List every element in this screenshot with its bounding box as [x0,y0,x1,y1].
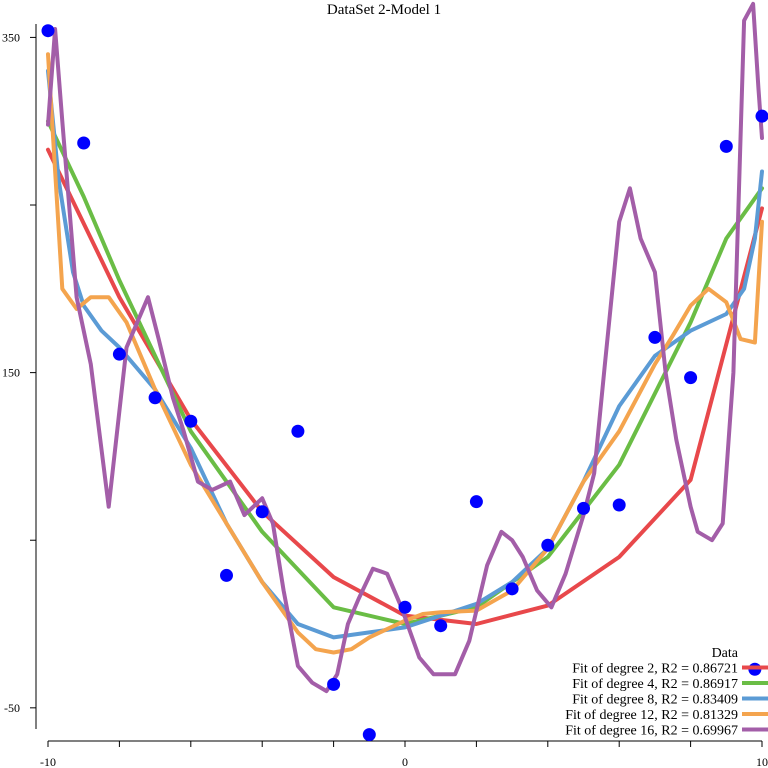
y-tick-label: 350 [2,30,20,44]
data-point [255,505,269,519]
data-point [577,501,590,515]
fit-curves [46,1,764,694]
data-point [719,139,733,153]
legend-label: Fit of degree 16, R2 = 0.69967 [565,724,738,739]
data-point [755,109,768,123]
data-point [112,347,126,361]
y-tick-label: -50 [4,701,20,715]
legend-label: Fit of degree 4, R2 = 0.86917 [572,677,738,692]
data-point [41,24,55,38]
data-point [612,498,626,512]
fit-curve-5 [46,1,764,694]
data-point [398,600,412,614]
fit-curve-2 [46,119,764,626]
y-tick-label: 150 [2,366,20,380]
legend-label: Fit of degree 2, R2 = 0.86721 [572,662,738,677]
data-point [327,677,341,691]
data-point [469,495,483,509]
data-point [220,568,233,582]
data-point [77,136,91,150]
data-points [41,24,768,742]
data-point [505,582,519,596]
data-point [362,728,376,742]
chart-title: DataSet 2-Model 1 [327,2,441,18]
data-point [148,391,162,405]
x-tick-label: 0 [402,755,408,768]
legend-label: Data [712,646,739,661]
data-point [684,371,698,385]
data-point [184,414,198,428]
data-point [434,619,448,633]
x-tick-label: -10 [40,755,56,768]
x-tick-label: 10 [756,755,768,768]
data-point [541,538,555,552]
legend-label: Fit of degree 8, R2 = 0.83409 [572,693,738,708]
data-point [291,424,305,438]
axes: -50 150 350 -10 0 10 [2,24,768,768]
legend-label: Fit of degree 12, R2 = 0.81329 [565,708,738,723]
data-point [648,330,662,344]
